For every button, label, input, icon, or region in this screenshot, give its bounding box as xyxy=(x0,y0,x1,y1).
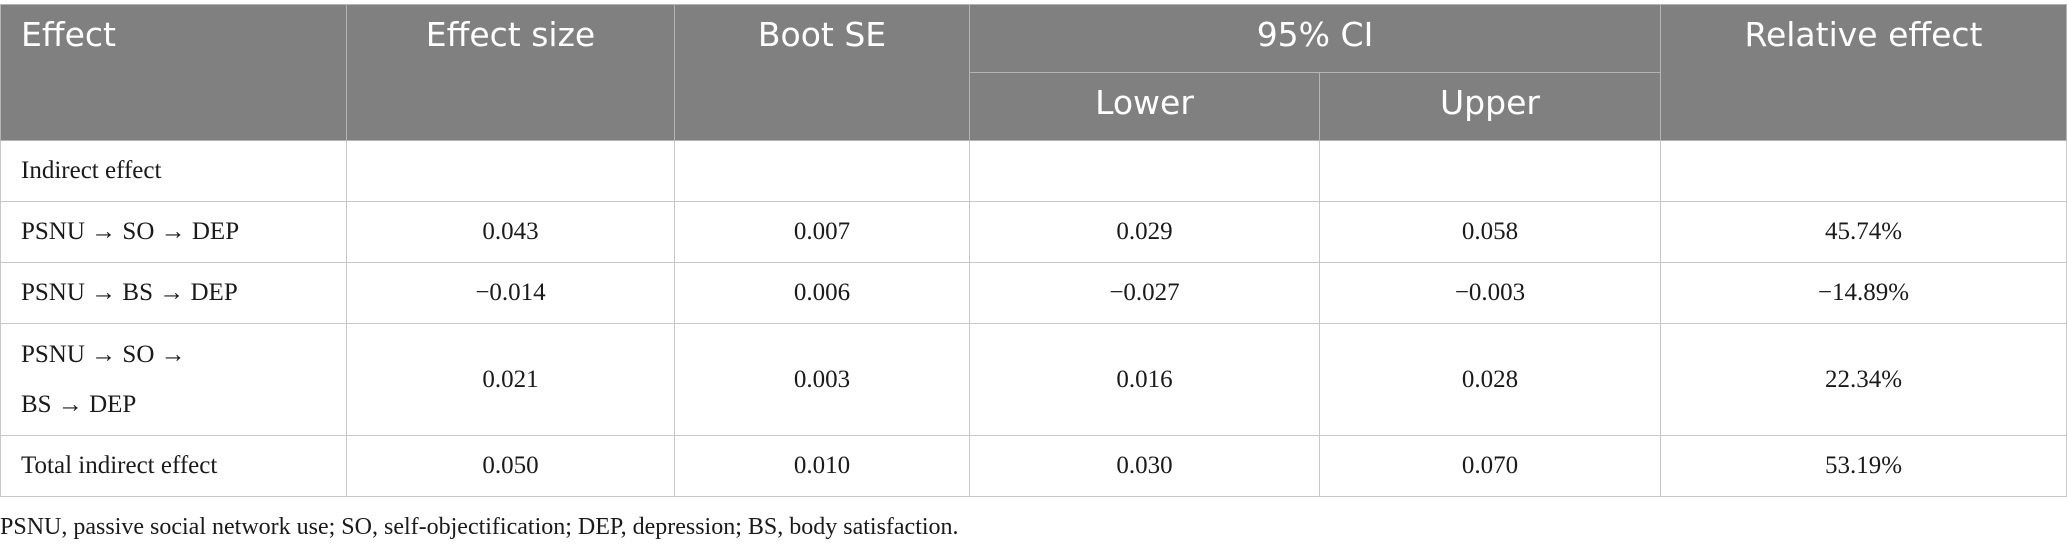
ci-lower-cell: 0.030 xyxy=(969,435,1320,497)
row-label: PSNU → BS → DEP xyxy=(0,262,347,324)
ci-upper-cell: 0.028 xyxy=(1319,323,1661,436)
boot-se-cell: 0.003 xyxy=(674,323,970,436)
table-row: Indirect effect xyxy=(0,140,2067,202)
table-footnote: PSNU, passive social network use; SO, se… xyxy=(0,514,959,540)
ci-lower-cell: −0.027 xyxy=(969,262,1320,324)
relative-effect-cell: 45.74% xyxy=(1660,201,2067,263)
boot-se-cell: 0.007 xyxy=(674,201,970,263)
row-label-line-2: BS → DEP xyxy=(21,390,137,418)
effect-size-cell xyxy=(346,140,675,202)
row-label: Total indirect effect xyxy=(0,435,347,497)
header-boot-se: Boot SE xyxy=(674,4,970,141)
ci-upper-cell: 0.070 xyxy=(1319,435,1661,497)
header-effect-size: Effect size xyxy=(346,4,675,141)
table-row: PSNU → SO → BS → DEP 0.021 0.003 0.016 0.… xyxy=(0,323,2067,436)
table-header: Effect Effect size Boot SE 95% CI Relati… xyxy=(0,4,2067,141)
table-row: PSNU → BS → DEP −0.014 0.006 −0.027 −0.0… xyxy=(0,262,2067,324)
ci-lower-cell: 0.016 xyxy=(969,323,1320,436)
header-relative-effect: Relative effect xyxy=(1660,4,2067,141)
effect-size-cell: 0.021 xyxy=(346,323,675,436)
ci-upper-cell: −0.003 xyxy=(1319,262,1661,324)
ci-upper-cell xyxy=(1319,140,1661,202)
relative-effect-cell: 22.34% xyxy=(1660,323,2067,436)
header-95-ci: 95% CI xyxy=(969,4,1661,73)
header-lower: Lower xyxy=(969,72,1320,141)
row-label-line-1: PSNU → SO → xyxy=(21,340,186,368)
relative-effect-cell: −14.89% xyxy=(1660,262,2067,324)
relative-effect-cell xyxy=(1660,140,2067,202)
row-label: Indirect effect xyxy=(0,140,347,202)
header-upper: Upper xyxy=(1319,72,1661,141)
relative-effect-cell: 53.19% xyxy=(1660,435,2067,497)
ci-lower-cell xyxy=(969,140,1320,202)
table-row: Total indirect effect 0.050 0.010 0.030 … xyxy=(0,435,2067,497)
boot-se-cell: 0.010 xyxy=(674,435,970,497)
header-effect: Effect xyxy=(0,4,347,141)
row-label: PSNU → SO → BS → DEP xyxy=(0,323,347,436)
ci-upper-cell: 0.058 xyxy=(1319,201,1661,263)
effect-size-cell: 0.050 xyxy=(346,435,675,497)
effect-size-cell: 0.043 xyxy=(346,201,675,263)
table-row: PSNU → SO → DEP 0.043 0.007 0.029 0.058 … xyxy=(0,201,2067,263)
results-table: Effect Effect size Boot SE 95% CI Relati… xyxy=(0,4,2067,497)
boot-se-cell xyxy=(674,140,970,202)
table-body: Indirect effect PSNU → SO → DEP 0.043 0.… xyxy=(0,140,2067,497)
ci-lower-cell: 0.029 xyxy=(969,201,1320,263)
effect-size-cell: −0.014 xyxy=(346,262,675,324)
boot-se-cell: 0.006 xyxy=(674,262,970,324)
row-label: PSNU → SO → DEP xyxy=(0,201,347,263)
